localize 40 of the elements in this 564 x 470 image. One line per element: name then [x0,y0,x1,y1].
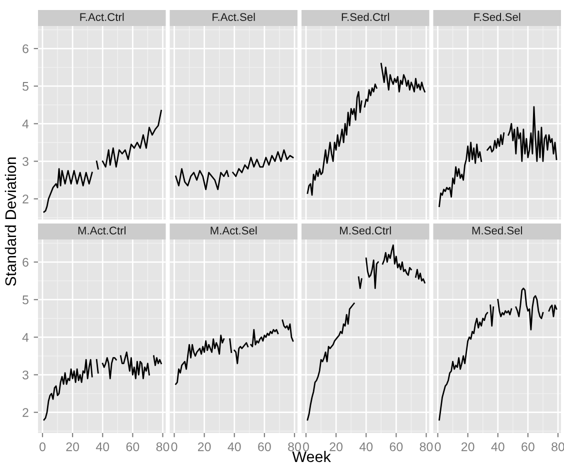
y-tick-label: 4 [22,333,29,342]
chart-title: F.Sed.Sel [474,12,520,21]
x-tick-label: 60 [258,442,271,452]
x-tick-label: 60 [126,442,140,452]
chart-title: M.Sed.Sel [472,226,522,234]
x-tick-label: 0 [434,442,441,452]
chart-title: M.Sed.Ctrl [340,226,391,234]
x-tick-label: 20 [66,442,80,452]
y-tick-label: 5 [22,296,28,304]
x-tick-label: 20 [330,442,343,452]
y-tick-label: 6 [22,44,28,54]
x-tick-label: 0 [40,442,46,452]
chart-title: F.Act.Ctrl [80,12,124,21]
x-tick-label: 40 [96,442,110,452]
x-tick-label: 80 [288,442,301,452]
x-tick-label: 20 [461,442,474,452]
y-tick-label: 6 [22,258,28,267]
y-tick-label: 4 [22,120,29,128]
x-tick-label: 80 [420,442,433,452]
chart-title: F.Sed.Ctrl [342,12,390,21]
x-tick-label: 40 [491,442,504,452]
chart-title: M.Act.Sel [210,226,257,234]
y-tick-label: 3 [22,370,28,380]
x-tick-label: 40 [359,442,373,452]
y-tick-label: 5 [22,82,28,91]
x-tick-label: 80 [552,442,564,452]
y-tick-label: 3 [22,157,28,166]
chart-title: F.Act.Sel [212,12,255,21]
y-tick-label: 2 [22,194,28,204]
x-tick-label: 0 [303,442,309,452]
x-tick-label: 60 [390,442,403,452]
x-tick-label: 60 [522,442,534,452]
chart-title: M.Act.Ctrl [78,226,126,234]
x-tick-label: 20 [198,442,211,452]
x-tick-label: 0 [171,442,178,452]
x-tick-label: 80 [156,442,170,452]
y-axis-title: Standard Deviation [4,158,16,286]
x-tick-label: 40 [228,442,241,452]
x-axis-title: Week [292,450,331,462]
y-tick-label: 2 [22,408,28,417]
